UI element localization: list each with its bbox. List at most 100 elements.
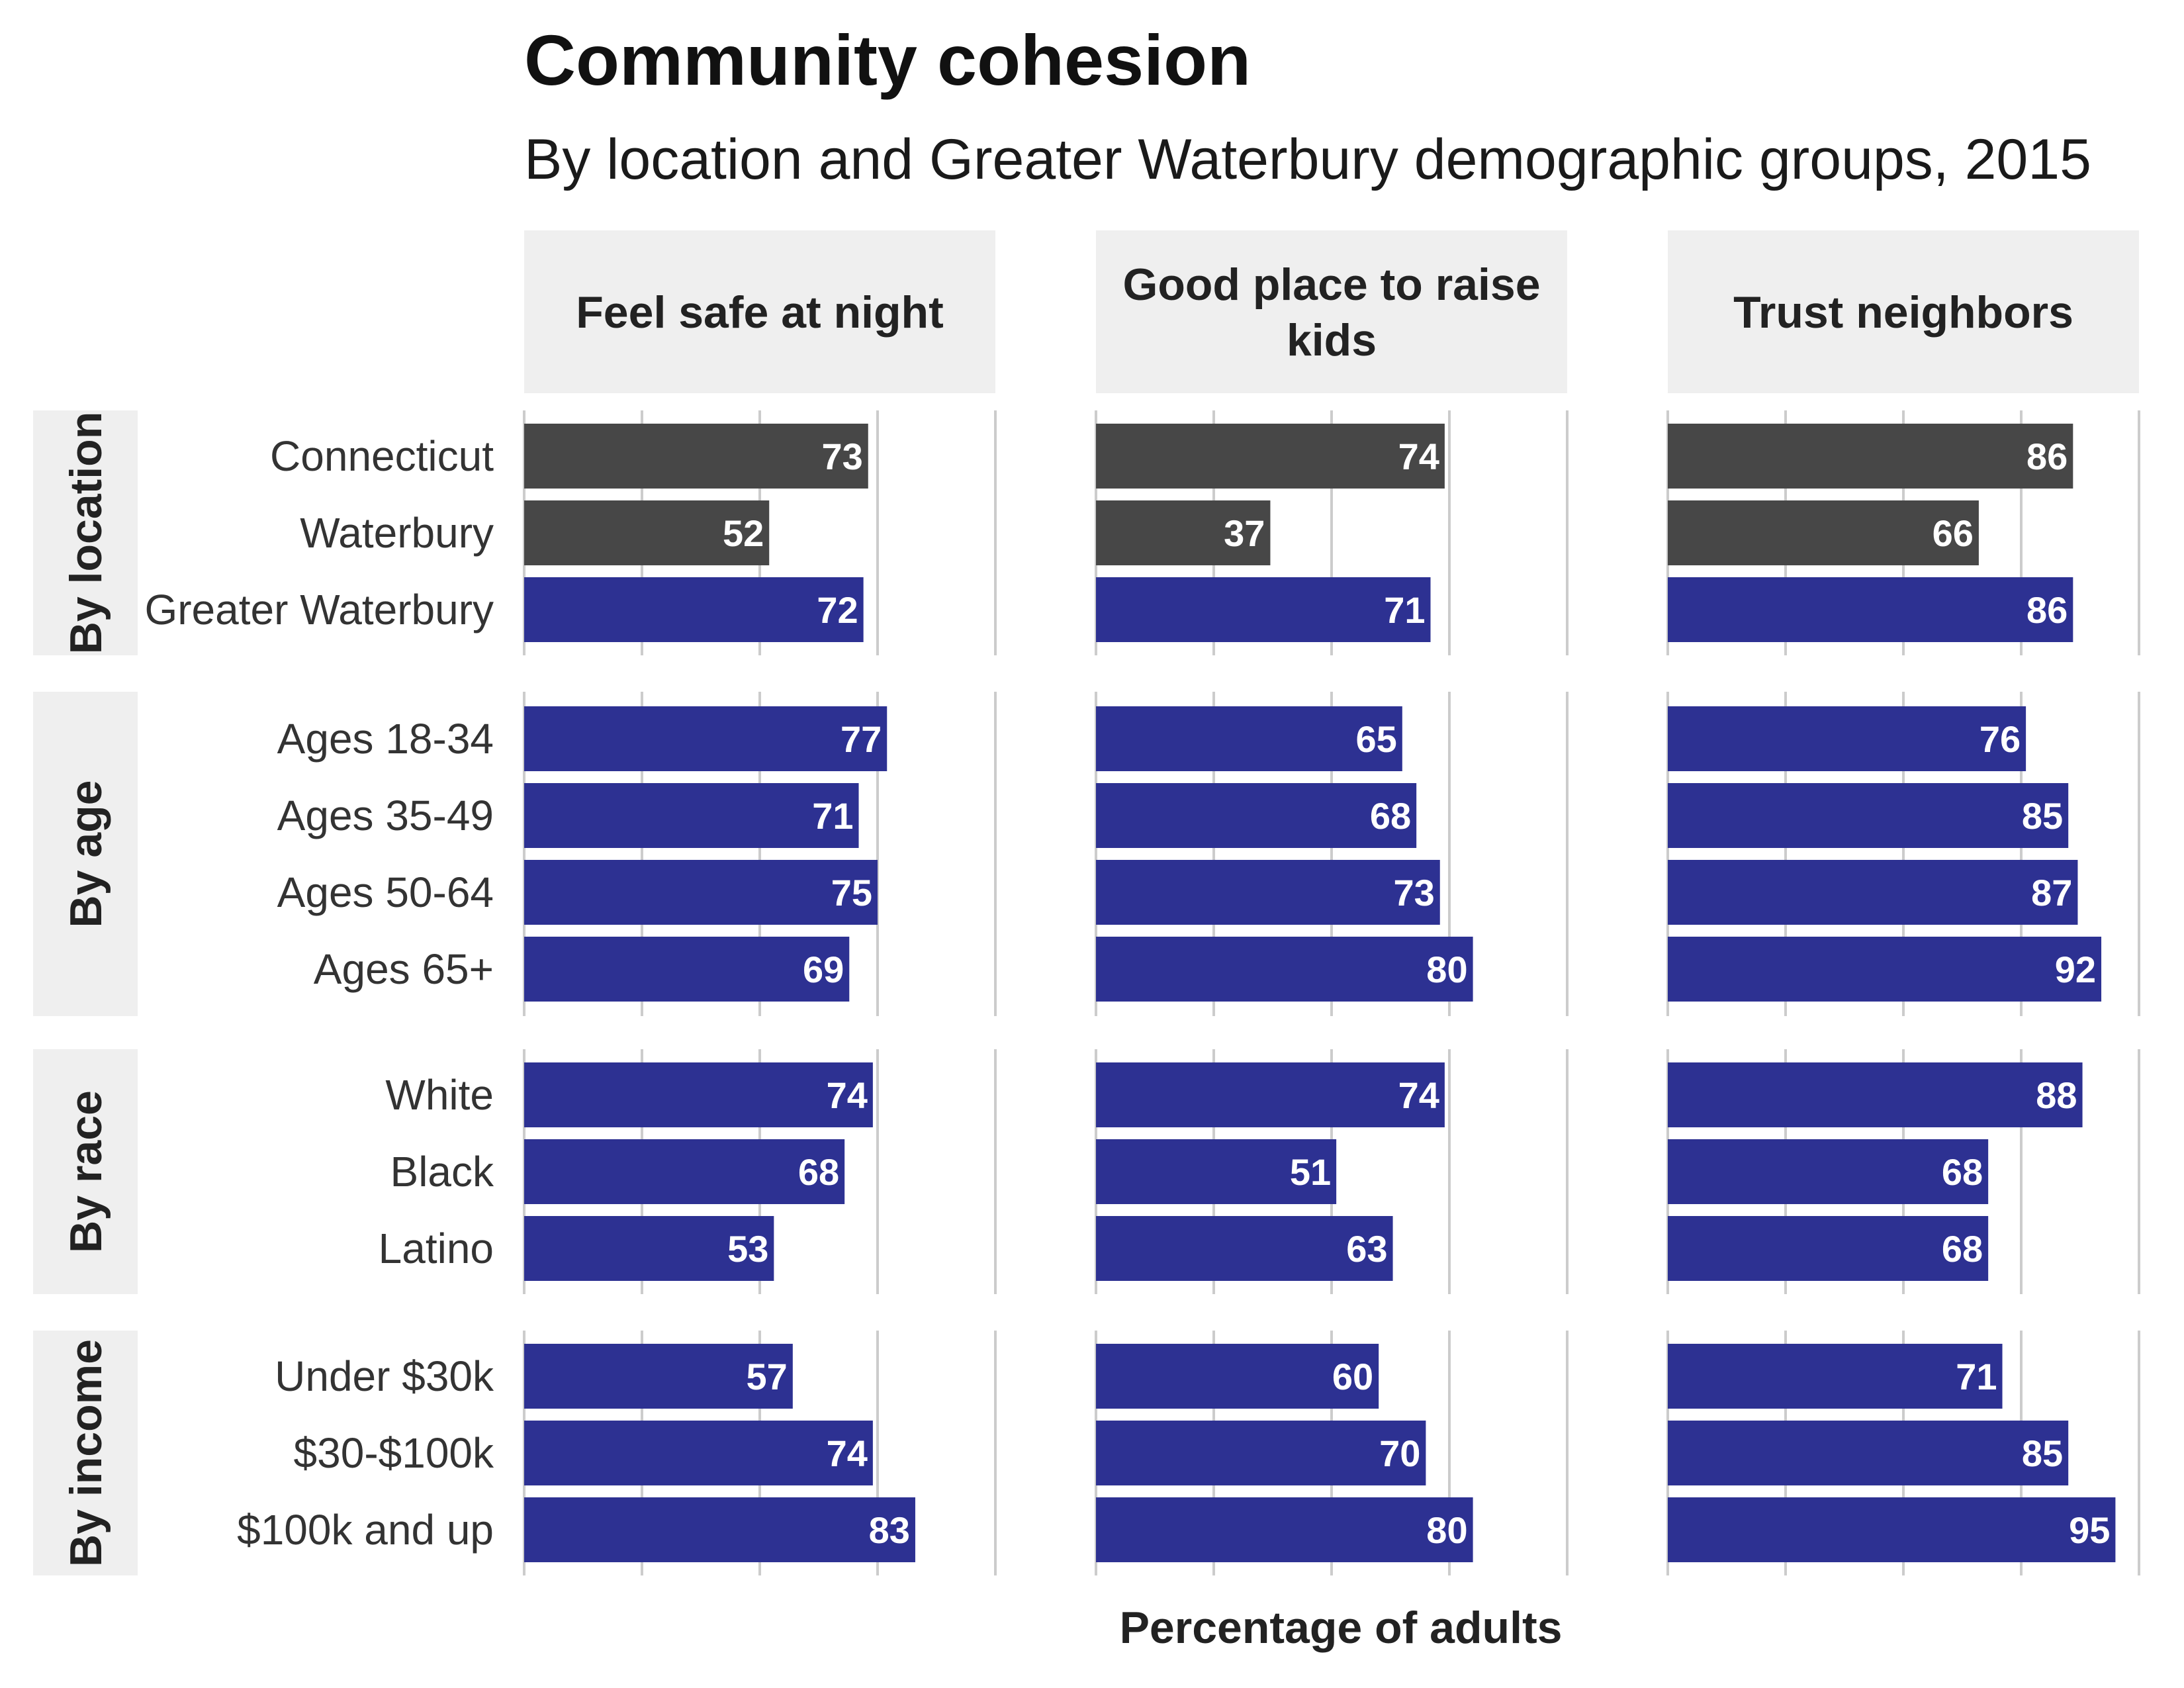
bar-white-good-place-to-raise-kids [1096,1062,1445,1127]
x-axis-label: Percentage of adults [1120,1603,1563,1653]
value-label-ages-50-64-feel-safe-at-night: 75 [831,872,872,914]
bar-100k-and-up-feel-safe-at-night [524,1497,915,1562]
category-label-100k-and-up: $100k and up [237,1506,494,1554]
value-label-connecticut-trust-neighbors: 86 [2026,436,2068,477]
value-label-30-100k-feel-safe-at-night: 74 [827,1432,868,1474]
bar-black-feel-safe-at-night [524,1139,845,1204]
category-label-ages-50-64: Ages 50-64 [277,868,494,916]
value-label-latino-good-place-to-raise-kids: 63 [1346,1228,1387,1270]
row-label-by-race: By race [61,1090,111,1253]
bar-under-30k-trust-neighbors [1668,1344,2003,1409]
value-label-100k-and-up-good-place-to-raise-kids: 80 [1426,1509,1467,1551]
category-label-under-30k: Under $30k [275,1352,494,1400]
value-label-ages-18-34-good-place-to-raise-kids: 65 [1356,718,1397,760]
value-label-latino-feel-safe-at-night: 53 [727,1228,768,1270]
bar-ages-65-feel-safe-at-night [524,937,850,1002]
row-strip-by-income [33,1331,138,1575]
value-label-ages-65-good-place-to-raise-kids: 80 [1426,949,1467,990]
value-label-ages-18-34-feel-safe-at-night: 77 [841,718,882,760]
value-label-ages-35-49-trust-neighbors: 85 [2022,795,2063,837]
bar-white-feel-safe-at-night [524,1062,873,1127]
bar-ages-50-64-trust-neighbors [1668,860,2078,925]
value-label-under-30k-good-place-to-raise-kids: 60 [1332,1356,1373,1397]
category-label-ages-65: Ages 65+ [314,945,494,993]
bar-latino-good-place-to-raise-kids [1096,1216,1393,1281]
value-label-waterbury-trust-neighbors: 66 [1933,512,1974,554]
bar-greater-waterbury-good-place-to-raise-kids [1096,577,1431,642]
column-label-good-place-to-raise-kids: Good place to raise kids [1122,259,1540,365]
value-label-white-good-place-to-raise-kids: 74 [1398,1074,1439,1116]
column-strip-trust-neighbors [1668,230,2139,393]
bar-connecticut-trust-neighbors [1668,424,2073,489]
column-strip-feel-safe-at-night [524,230,995,393]
row-label-by-income: By income [61,1339,111,1567]
value-label-100k-and-up-feel-safe-at-night: 83 [869,1509,910,1551]
bar-connecticut-feel-safe-at-night [524,424,868,489]
bar-ages-50-64-feel-safe-at-night [524,860,878,925]
value-label-greater-waterbury-trust-neighbors: 86 [2026,589,2068,631]
chart-title: Community cohesion [524,20,1251,100]
bar-latino-feel-safe-at-night [524,1216,774,1281]
row-strip-by-age [33,692,138,1016]
category-label-latino: Latino [379,1225,494,1272]
bar-under-30k-good-place-to-raise-kids [1096,1344,1379,1409]
bar-waterbury-feel-safe-at-night [524,500,770,565]
row-label-by-age: By age [61,780,111,928]
value-label-under-30k-feel-safe-at-night: 57 [747,1356,788,1397]
bar-greater-waterbury-feel-safe-at-night [524,577,864,642]
bar-connecticut-good-place-to-raise-kids [1096,424,1445,489]
bar-ages-50-64-good-place-to-raise-kids [1096,860,1440,925]
value-label-connecticut-feel-safe-at-night: 73 [821,436,862,477]
value-label-black-trust-neighbors: 68 [1942,1151,1983,1193]
value-label-waterbury-good-place-to-raise-kids: 37 [1224,512,1265,554]
bar-ages-18-34-good-place-to-raise-kids [1096,706,1402,771]
bar-ages-18-34-feel-safe-at-night [524,706,887,771]
bar-30-100k-trust-neighbors [1668,1421,2069,1485]
value-label-white-feel-safe-at-night: 74 [827,1074,868,1116]
value-label-connecticut-good-place-to-raise-kids: 74 [1398,436,1439,477]
row-label-by-location: By location [61,412,111,655]
facet-grid: Feel safe at night Good place to raise kid… [33,230,2140,1575]
bar-black-trust-neighbors [1668,1139,1989,1204]
category-label-black: Black [390,1148,495,1196]
value-label-latino-trust-neighbors: 68 [1942,1228,1983,1270]
column-strip-good-place-to-raise-kids [1096,230,1567,393]
bar-30-100k-good-place-to-raise-kids [1096,1421,1426,1485]
bar-waterbury-good-place-to-raise-kids [1096,500,1271,565]
value-label-ages-18-34-trust-neighbors: 76 [1979,718,2021,760]
value-label-100k-and-up-trust-neighbors: 95 [2069,1509,2110,1551]
bar-ages-35-49-trust-neighbors [1668,783,2069,848]
bar-100k-and-up-good-place-to-raise-kids [1096,1497,1473,1562]
category-label-white: White [385,1071,494,1119]
category-label-connecticut: Connecticut [270,432,494,480]
category-label-ages-35-49: Ages 35-49 [277,792,494,839]
value-label-ages-65-feel-safe-at-night: 69 [803,949,844,990]
value-label-ages-50-64-good-place-to-raise-kids: 73 [1393,872,1434,914]
bar-ages-65-trust-neighbors [1668,937,2102,1002]
value-label-30-100k-good-place-to-raise-kids: 70 [1379,1432,1420,1474]
category-label-waterbury: Waterbury [300,509,494,557]
bar-waterbury-trust-neighbors [1668,500,1979,565]
value-label-greater-waterbury-good-place-to-raise-kids: 71 [1384,589,1425,631]
bar-black-good-place-to-raise-kids [1096,1139,1337,1204]
value-label-30-100k-trust-neighbors: 85 [2022,1432,2063,1474]
bar-under-30k-feel-safe-at-night [524,1344,793,1409]
row-strip-by-race [33,1049,138,1294]
category-label-ages-18-34: Ages 18-34 [277,715,494,763]
value-label-black-feel-safe-at-night: 68 [798,1151,839,1193]
category-label-greater-waterbury: Greater Waterbury [144,586,494,633]
bar-ages-65-good-place-to-raise-kids [1096,937,1473,1002]
value-label-white-trust-neighbors: 88 [2036,1074,2077,1116]
value-label-ages-65-trust-neighbors: 92 [2055,949,2096,990]
bar-100k-and-up-trust-neighbors [1668,1497,2116,1562]
bar-latino-trust-neighbors [1668,1216,1989,1281]
bar-30-100k-feel-safe-at-night [524,1421,873,1485]
bar-ages-35-49-feel-safe-at-night [524,783,859,848]
value-label-waterbury-feel-safe-at-night: 52 [723,512,764,554]
column-label-trust-neighbors: Trust neighbors [1733,287,2073,338]
bar-greater-waterbury-trust-neighbors [1668,577,2073,642]
value-label-black-good-place-to-raise-kids: 51 [1290,1151,1331,1193]
chart-subtitle: By location and Greater Waterbury demogr… [524,128,2091,191]
value-label-ages-35-49-feel-safe-at-night: 71 [812,795,853,837]
